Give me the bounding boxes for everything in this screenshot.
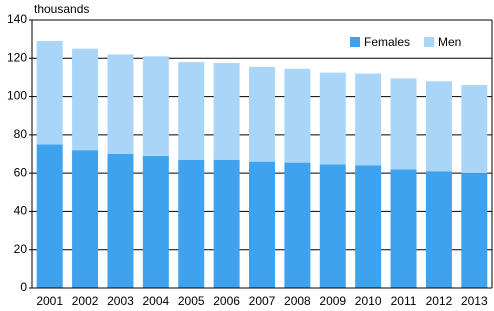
bar-segment <box>178 159 205 288</box>
bar-segment <box>390 78 417 170</box>
x-tick-label: 2010 <box>355 294 382 308</box>
bar-segment <box>461 173 488 288</box>
x-tick-label: 2004 <box>142 294 169 308</box>
x-tick-label: 2005 <box>178 294 205 308</box>
bar-segment <box>355 73 382 166</box>
bar-segment <box>249 161 275 288</box>
bar-segment <box>213 63 240 160</box>
bar-segment <box>142 155 169 288</box>
y-tick-label: 60 <box>14 165 28 179</box>
x-tick-label: 2008 <box>284 294 311 308</box>
bar-segment <box>461 85 488 174</box>
bar-segment <box>213 159 240 288</box>
legend-label: Females <box>364 35 410 49</box>
bar-segment <box>72 150 99 288</box>
bar-segment <box>249 66 275 162</box>
y-tick-label: 40 <box>14 204 28 218</box>
bar-segment <box>390 169 417 288</box>
bar-segment <box>355 165 382 288</box>
bar-segment <box>36 41 63 145</box>
x-tick-label: 2011 <box>391 294 417 308</box>
bar-segment <box>142 56 169 156</box>
bar-segment <box>425 171 452 288</box>
bar-segment <box>284 68 311 163</box>
x-tick-label: 2013 <box>461 294 488 308</box>
bar-segment <box>36 144 63 288</box>
bar-segment <box>107 54 134 155</box>
bar-segment <box>319 164 346 288</box>
x-tick-label: 2012 <box>426 294 453 308</box>
bar-segment <box>319 72 346 165</box>
legend-label: Men <box>438 35 461 49</box>
legend-swatch <box>350 37 360 47</box>
y-tick-label: 120 <box>7 50 27 64</box>
bar-segment <box>178 62 205 160</box>
x-tick-label: 2001 <box>36 294 63 308</box>
y-tick-label: 0 <box>20 280 27 294</box>
legend-swatch <box>424 37 435 47</box>
x-tick-label: 2006 <box>213 294 240 308</box>
x-tick-label: 2002 <box>72 294 99 308</box>
bar-segment <box>425 81 452 172</box>
y-tick-label: 20 <box>14 242 28 256</box>
y-axis-label: thousands <box>34 2 89 16</box>
bar-segment <box>107 154 134 288</box>
y-tick-label: 100 <box>7 89 27 103</box>
x-tick-label: 2007 <box>249 294 276 308</box>
y-tick-label: 80 <box>14 127 28 141</box>
x-tick-label: 2003 <box>107 294 134 308</box>
bar-segment <box>284 162 311 288</box>
y-tick-label: 140 <box>7 12 27 26</box>
bar-segment <box>72 48 99 151</box>
x-tick-label: 2009 <box>319 294 346 308</box>
